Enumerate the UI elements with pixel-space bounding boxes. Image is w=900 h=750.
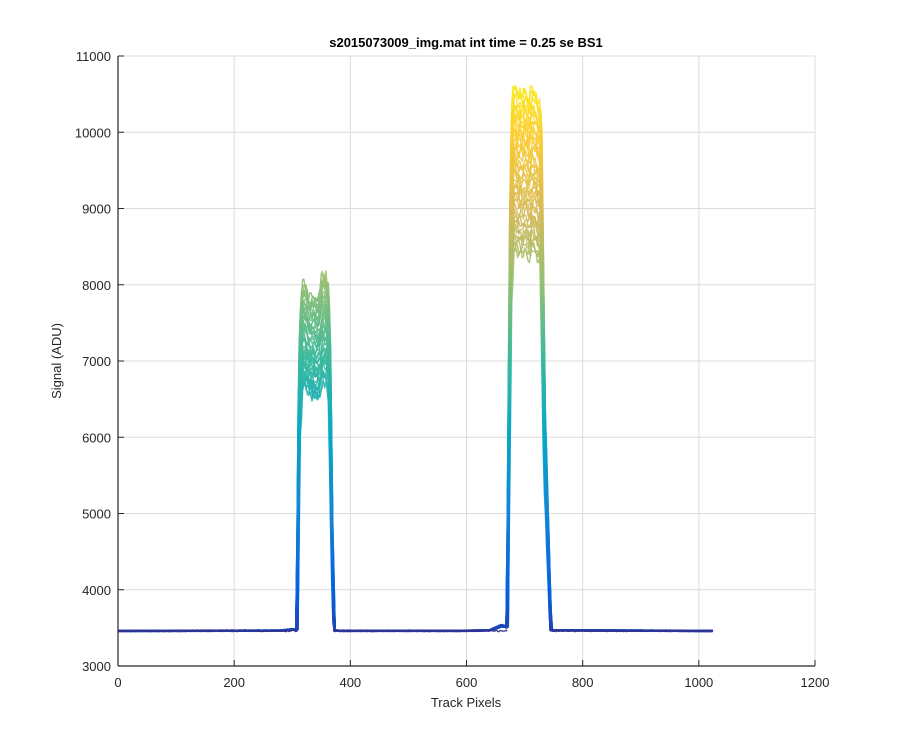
y-tick-label: 5000 [82,507,111,522]
baseline-trace [117,629,713,633]
y-tick-label: 10000 [75,125,111,140]
axes: 0 200 400 600 800 1000 1200 3000 4000 5000 6000 700… [75,49,830,690]
y-tick-label: 4000 [82,583,111,598]
y-axis-label: Signal (ADU) [49,323,64,399]
y-tick-label: 3000 [82,659,111,674]
chart-title: s2015073009_img.mat int time = 0.25 se B… [329,35,603,50]
grid-lines [117,55,816,667]
y-tick-label: 8000 [82,278,111,293]
x-tick-label: 1000 [684,675,713,690]
x-tick-label: 800 [572,675,594,690]
y-tick-label: 11000 [76,49,111,64]
x-tick-label: 0 [114,675,121,690]
y-tick-label: 7000 [82,354,111,369]
y-tick-label: 6000 [82,430,111,445]
x-tick-label: 200 [223,675,245,690]
x-tick-label: 400 [339,675,361,690]
x-tick-label: 1200 [801,675,830,690]
plot-area [117,84,714,633]
x-axis-label: Track Pixels [431,695,502,710]
y-tick-label: 9000 [82,202,111,217]
x-tick-label: 600 [456,675,478,690]
